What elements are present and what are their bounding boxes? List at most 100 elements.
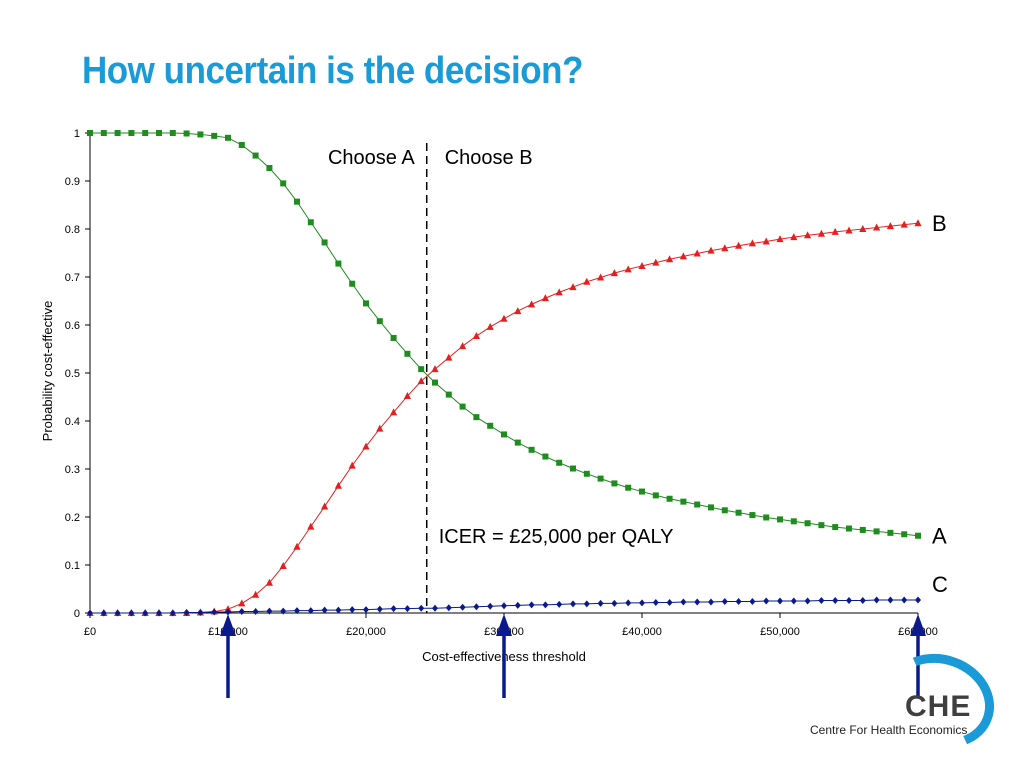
data-point bbox=[597, 273, 605, 281]
data-point bbox=[597, 475, 604, 482]
data-point bbox=[431, 365, 439, 373]
data-point bbox=[225, 134, 231, 141]
data-point bbox=[252, 590, 260, 598]
data-point bbox=[156, 130, 162, 136]
data-point bbox=[321, 239, 328, 246]
data-point bbox=[818, 522, 825, 529]
data-point bbox=[280, 180, 287, 187]
y-tick-label: 0.6 bbox=[65, 320, 80, 332]
data-point bbox=[528, 300, 536, 308]
threshold-arrows bbox=[220, 614, 926, 698]
data-point bbox=[873, 528, 880, 535]
data-point bbox=[114, 130, 121, 136]
data-point bbox=[901, 531, 908, 538]
data-point bbox=[583, 277, 591, 285]
data-point bbox=[804, 231, 812, 239]
data-point bbox=[417, 377, 425, 385]
data-point bbox=[721, 507, 728, 514]
choose-a-label: Choose A bbox=[328, 147, 415, 169]
data-point bbox=[266, 607, 273, 615]
data-point bbox=[404, 605, 411, 613]
data-point bbox=[183, 609, 190, 617]
data-point bbox=[832, 524, 839, 531]
data-point bbox=[611, 599, 618, 607]
data-point bbox=[514, 307, 522, 315]
data-point bbox=[887, 529, 894, 536]
data-point bbox=[721, 244, 729, 252]
data-point bbox=[472, 332, 480, 340]
data-point bbox=[694, 501, 701, 508]
data-point bbox=[542, 453, 549, 460]
data-point bbox=[334, 481, 342, 489]
y-tick-label: 0.4 bbox=[65, 416, 80, 428]
data-point bbox=[569, 283, 577, 291]
data-point bbox=[445, 604, 452, 612]
x-tick-label: £0 bbox=[84, 626, 96, 638]
y-tick-label: 0.8 bbox=[65, 224, 80, 236]
arrow-head bbox=[220, 614, 236, 636]
data-point bbox=[266, 165, 273, 172]
data-point bbox=[804, 520, 811, 527]
series-C bbox=[87, 596, 921, 617]
data-point bbox=[169, 130, 176, 136]
x-tick-label: £40,000 bbox=[622, 626, 662, 638]
y-ticks: 0 0.1 0.2 0.3 0.4 0.5 0.6 0.7 0.8 0.9 1 bbox=[65, 128, 90, 620]
data-point bbox=[873, 596, 880, 604]
data-point bbox=[363, 606, 369, 614]
data-point bbox=[100, 609, 107, 617]
series-end-labels: A B C bbox=[932, 211, 948, 597]
data-point bbox=[859, 225, 867, 232]
y-tick-label: 0.3 bbox=[65, 464, 80, 476]
data-point bbox=[376, 318, 383, 325]
data-point bbox=[749, 512, 756, 519]
data-point bbox=[831, 227, 839, 235]
x-tick-label: £50,000 bbox=[760, 626, 800, 638]
data-point bbox=[597, 599, 604, 607]
data-point bbox=[763, 597, 770, 605]
data-point bbox=[335, 260, 342, 267]
data-point bbox=[197, 609, 204, 617]
data-point bbox=[583, 600, 590, 608]
data-point bbox=[293, 542, 301, 550]
page-title: How uncertain is the decision? bbox=[82, 50, 583, 92]
logo-subtitle: Centre For Health Economics bbox=[810, 723, 968, 737]
data-point bbox=[418, 366, 425, 373]
data-point bbox=[735, 509, 742, 516]
series-end-label-C: C bbox=[932, 572, 948, 597]
data-point bbox=[459, 342, 467, 350]
che-logo: CHE Centre For Health Economics bbox=[800, 638, 1015, 764]
data-point bbox=[639, 488, 645, 495]
data-point bbox=[915, 532, 921, 539]
data-point bbox=[790, 597, 797, 605]
data-point bbox=[804, 597, 811, 605]
data-point bbox=[280, 607, 287, 615]
data-point bbox=[818, 597, 825, 605]
data-point bbox=[376, 605, 383, 613]
series-B bbox=[86, 219, 922, 616]
data-point bbox=[459, 603, 466, 611]
data-point bbox=[556, 600, 563, 608]
arrow-icon bbox=[910, 614, 926, 698]
data-point bbox=[845, 226, 853, 234]
data-point bbox=[625, 484, 632, 491]
y-tick-label: 0.9 bbox=[65, 176, 80, 188]
icer-annotation: ICER = £25,000 per QALY bbox=[439, 526, 674, 548]
data-point bbox=[321, 606, 328, 614]
logo-name: CHE bbox=[905, 690, 972, 723]
data-point bbox=[721, 597, 728, 605]
data-point bbox=[211, 132, 218, 139]
data-point bbox=[514, 601, 521, 609]
data-point bbox=[873, 223, 881, 231]
data-point bbox=[666, 598, 673, 606]
data-point bbox=[418, 604, 425, 612]
data-point bbox=[542, 601, 549, 609]
data-point bbox=[762, 237, 770, 245]
data-point bbox=[846, 525, 852, 532]
data-point bbox=[625, 599, 632, 607]
x-tick-label: £20,000 bbox=[346, 626, 386, 638]
data-point bbox=[639, 599, 645, 607]
data-point bbox=[294, 198, 300, 205]
data-point bbox=[473, 414, 480, 421]
data-point bbox=[735, 597, 742, 605]
data-point bbox=[570, 465, 576, 472]
